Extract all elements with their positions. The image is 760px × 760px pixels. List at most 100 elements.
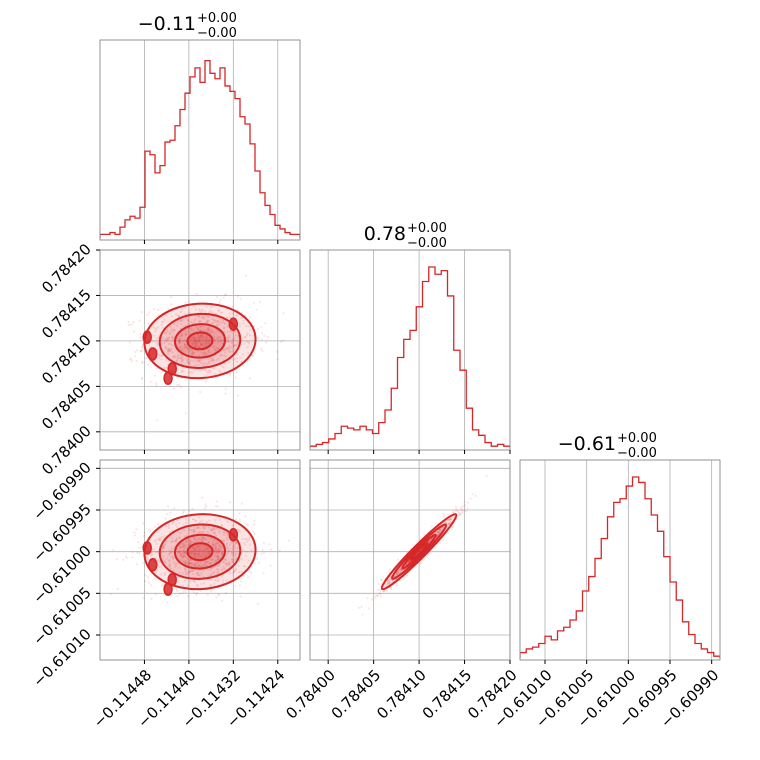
sample-point bbox=[449, 518, 452, 521]
sample-point bbox=[201, 339, 204, 342]
sample-point bbox=[180, 357, 183, 360]
sample-point bbox=[207, 519, 211, 522]
sample-point bbox=[224, 387, 227, 390]
sample-point bbox=[160, 323, 163, 327]
sample-point bbox=[189, 528, 192, 532]
sample-point bbox=[446, 519, 449, 522]
sample-point bbox=[395, 584, 399, 587]
sample-point bbox=[191, 348, 194, 352]
sample-point bbox=[212, 355, 215, 359]
sample-point bbox=[178, 339, 181, 342]
sample-point bbox=[135, 563, 139, 566]
sample-point bbox=[216, 319, 219, 323]
sample-point bbox=[219, 339, 222, 342]
sample-point bbox=[262, 551, 265, 554]
sample-point bbox=[164, 542, 167, 546]
sample-point bbox=[232, 561, 235, 564]
panel-frame bbox=[519, 459, 721, 661]
sample-point bbox=[360, 605, 363, 608]
sample-point bbox=[459, 513, 462, 516]
sample-point bbox=[172, 339, 175, 342]
sample-point bbox=[182, 550, 185, 553]
sample-point bbox=[173, 323, 176, 326]
sample-point bbox=[215, 596, 218, 599]
sample-point bbox=[182, 591, 185, 594]
sample-point bbox=[199, 325, 202, 328]
sample-point bbox=[227, 334, 231, 337]
sample-point bbox=[429, 538, 432, 542]
sample-point bbox=[172, 387, 176, 390]
sample-point bbox=[233, 548, 236, 551]
sample-point bbox=[195, 308, 198, 311]
sample-point bbox=[203, 316, 206, 319]
sample-point bbox=[236, 394, 239, 397]
sample-point bbox=[181, 556, 185, 559]
sample-point bbox=[193, 552, 196, 555]
sample-point bbox=[206, 330, 209, 333]
sample-point bbox=[430, 525, 433, 528]
sample-point bbox=[165, 332, 168, 335]
sample-point bbox=[224, 347, 228, 350]
sample-point bbox=[160, 584, 163, 587]
sample-point bbox=[193, 526, 196, 529]
sample-point bbox=[201, 555, 204, 559]
sample-point bbox=[226, 534, 230, 537]
sample-point bbox=[240, 580, 243, 583]
sample-point bbox=[156, 342, 159, 345]
sample-point bbox=[191, 549, 194, 553]
sample-point bbox=[173, 565, 177, 568]
sample-point bbox=[209, 569, 212, 572]
sample-point bbox=[141, 344, 144, 347]
sample-point bbox=[195, 584, 198, 587]
sample-point bbox=[163, 341, 166, 344]
outlier-blob bbox=[228, 317, 239, 331]
sample-point bbox=[437, 531, 440, 534]
sample-point bbox=[178, 383, 181, 386]
sample-point bbox=[198, 548, 201, 551]
sample-point bbox=[228, 361, 231, 364]
sample-point bbox=[192, 336, 195, 340]
sample-point bbox=[208, 351, 211, 354]
sample-point bbox=[217, 550, 220, 553]
sample-point bbox=[122, 558, 125, 561]
sample-point bbox=[202, 525, 205, 528]
sample-point bbox=[213, 561, 216, 565]
sample-point bbox=[423, 533, 426, 536]
sample-point bbox=[200, 538, 203, 541]
sample-point bbox=[262, 572, 265, 575]
sample-point bbox=[194, 364, 197, 367]
sample-point bbox=[190, 349, 193, 352]
sample-point bbox=[179, 554, 182, 557]
sample-point bbox=[210, 311, 213, 314]
sample-point bbox=[204, 344, 207, 347]
sample-point bbox=[252, 334, 255, 337]
sample-point bbox=[201, 525, 204, 528]
sample-point bbox=[198, 340, 201, 343]
sample-point bbox=[188, 571, 191, 574]
sample-point bbox=[180, 360, 183, 363]
sample-point bbox=[243, 335, 246, 338]
sample-point bbox=[209, 573, 212, 576]
sample-point bbox=[207, 338, 210, 341]
sample-point bbox=[236, 295, 240, 298]
sample-point bbox=[449, 521, 452, 524]
sample-point bbox=[232, 545, 235, 548]
sample-point bbox=[212, 336, 215, 339]
sample-point bbox=[161, 321, 164, 324]
sample-point bbox=[195, 562, 198, 565]
panel-2-0 bbox=[100, 460, 300, 660]
panel-frame bbox=[99, 249, 301, 451]
sample-point bbox=[187, 563, 190, 566]
title-1: 0.78 +0.00−0.00 bbox=[364, 221, 447, 251]
sample-point bbox=[220, 544, 223, 547]
sample-point bbox=[386, 580, 389, 583]
sample-point bbox=[217, 330, 220, 333]
sample-point bbox=[163, 319, 166, 322]
sample-point bbox=[171, 356, 174, 359]
sample-point bbox=[211, 329, 214, 332]
sample-point bbox=[223, 351, 226, 354]
sample-point bbox=[218, 594, 221, 597]
sample-point bbox=[197, 537, 200, 540]
sample-point bbox=[232, 344, 235, 347]
sample-point bbox=[436, 530, 440, 533]
